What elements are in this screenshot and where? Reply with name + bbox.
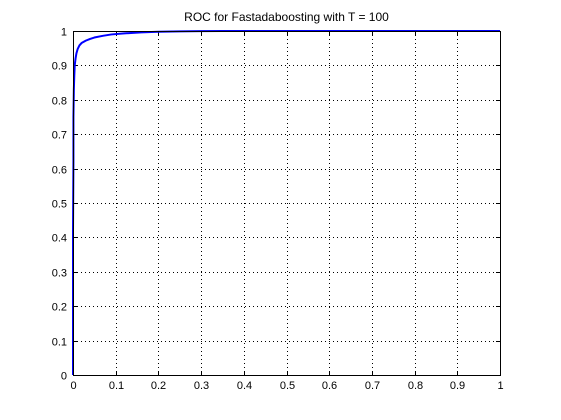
y-tick-label: 0.7 — [52, 130, 67, 142]
y-tick-label: 0.3 — [52, 268, 67, 280]
x-tick-label: 0.6 — [322, 380, 337, 392]
plot-area — [73, 31, 500, 375]
x-tick-label: 0.4 — [237, 380, 252, 392]
axis-ticks — [73, 31, 501, 376]
grid-lines — [73, 31, 500, 375]
y-tick-label: 0.1 — [52, 337, 67, 349]
y-tick-label: 0.6 — [52, 165, 67, 177]
y-tick-label: 1 — [61, 27, 67, 39]
y-tick-label: 0.9 — [52, 61, 67, 73]
tick-labels: 0 0.1 0.2 0.3 0.4 0.5 0.6 0.7 0.8 0.9 1 0 0.1 0.2 0.3 0… — [52, 27, 504, 393]
y-tick-label: 0.8 — [52, 96, 67, 108]
x-tick-label: 0.1 — [109, 380, 124, 392]
y-tick-label: 0.2 — [52, 302, 67, 314]
y-tick-label: 0.4 — [52, 233, 67, 245]
y-tick-label: 0 — [61, 371, 67, 383]
chart-title: ROC for Fastadaboosting with T = 100 — [184, 10, 389, 24]
plot-frame — [73, 31, 501, 376]
y-tick-label: 0.5 — [52, 199, 67, 211]
x-tick-label: 0.8 — [408, 380, 423, 392]
x-tick-label: 1 — [497, 380, 503, 392]
x-tick-label: 0.9 — [450, 380, 465, 392]
x-tick-label: 0 — [70, 380, 76, 392]
x-tick-label: 0.7 — [365, 380, 380, 392]
x-tick-label: 0.5 — [280, 380, 295, 392]
x-tick-label: 0.3 — [194, 380, 209, 392]
x-tick-label: 0.2 — [151, 380, 166, 392]
